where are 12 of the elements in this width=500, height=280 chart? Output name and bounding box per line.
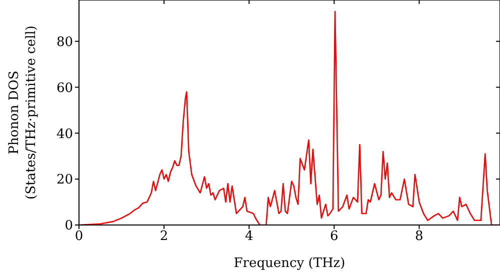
x-tick-label: 4 <box>244 229 254 244</box>
y-tick-label: 80 <box>56 34 73 50</box>
y-tick-label: 0 <box>64 218 73 234</box>
x-axis-title: Frequency (THz) <box>234 256 346 271</box>
y-tick-label: 40 <box>56 126 73 142</box>
x-tick-label: 8 <box>415 229 424 244</box>
x-tick-label: 2 <box>160 229 168 244</box>
x-tick-label: 6 <box>330 229 338 244</box>
x-tick-label: 0 <box>74 229 84 244</box>
y-tick-label: 60 <box>56 80 73 96</box>
y-axis-title: Phonon DOS (States/THz·primitive cell) <box>7 25 39 200</box>
y-tick-label: 20 <box>56 172 73 188</box>
